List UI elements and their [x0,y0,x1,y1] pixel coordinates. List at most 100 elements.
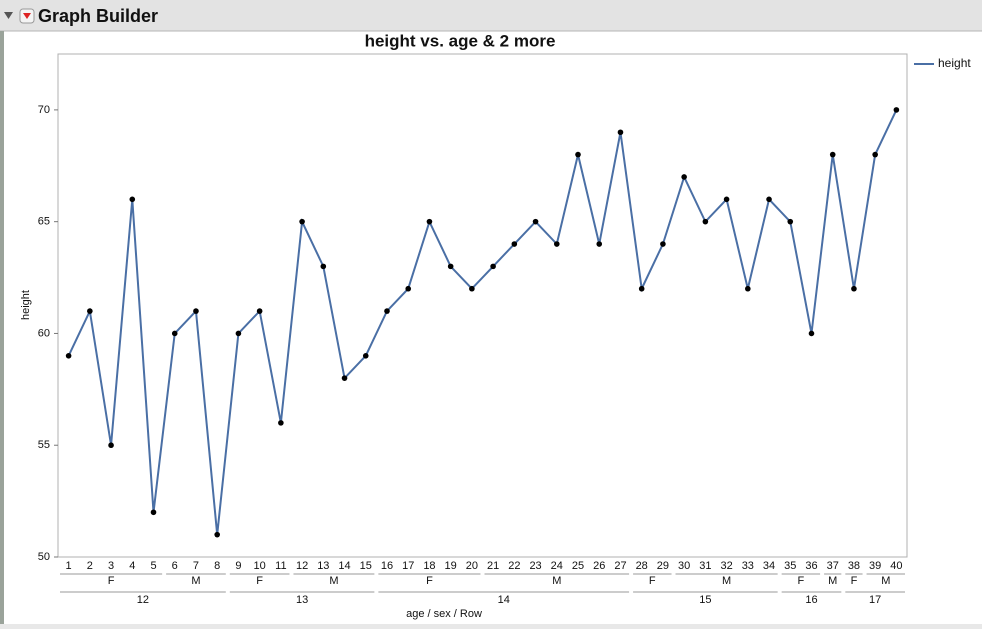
point [893,107,900,113]
line [67,109,898,535]
x-tick-label: 24 [551,560,563,572]
point [787,218,794,225]
left-edge [0,31,4,624]
y-tick-label: 70 [38,104,50,116]
point [426,218,433,225]
point [575,151,581,158]
age-label: 12 [137,594,149,606]
sex-label: F [108,575,115,587]
red-triangle [23,13,31,19]
sex-label: F [851,575,858,587]
x-tick-label: 25 [572,560,584,572]
age-label: 14 [498,594,510,606]
sex-label: M [552,575,561,587]
y-tick-label: 50 [38,551,50,563]
sex-label: M [722,575,731,587]
x-tick-label: 35 [784,560,796,572]
point [65,353,72,359]
x-tick-label: 31 [699,560,711,572]
legend-label: height [938,56,971,70]
x-tick-label: 40 [890,560,902,572]
x-tick-label: 23 [529,560,541,572]
x-tick-label: 26 [593,560,605,572]
x-axis-label: age / sex / Row [406,608,482,620]
x-tick-label: 12 [296,560,308,572]
point [723,196,730,203]
x-tick-label: 1 [66,560,72,572]
age-label: 16 [805,594,817,606]
point [490,263,496,270]
x-tick-label: 6 [172,560,178,572]
x-tick-label: 15 [360,560,372,572]
point [596,241,603,247]
x-tick-label: 30 [678,560,690,572]
sex-label: F [426,575,433,587]
sex-label: F [649,575,656,587]
point [278,420,284,426]
x-tick-label: 37 [827,560,839,572]
sex-label: M [191,575,200,587]
point [235,330,242,337]
point [129,196,136,203]
y-tick-label: 60 [38,327,50,339]
x-tick-label: 21 [487,560,499,572]
point [214,531,220,538]
y-axis-label: height [20,290,32,320]
point [447,263,454,270]
point [341,375,348,381]
x-tick-label: 20 [466,560,478,572]
point [532,218,539,225]
x-tick-label: 13 [317,560,329,572]
age-label: 13 [296,594,308,606]
sex-label: M [881,575,890,587]
x-tick-label: 33 [742,560,754,572]
y-tick-label: 65 [38,216,50,228]
x-tick-label: 3 [108,560,114,572]
point [851,285,857,292]
x-tick-label: 19 [445,560,457,572]
point [384,308,390,314]
point [681,174,687,180]
point [150,509,157,516]
point [469,285,475,292]
point [702,218,709,225]
point [617,129,624,136]
x-tick-label: 16 [381,560,393,572]
x-tick-label: 18 [423,560,435,572]
x-tick-label: 17 [402,560,414,572]
disclosure-triangle[interactable] [4,12,13,19]
sex-label: M [329,575,338,587]
x-tick-label: 22 [508,560,520,572]
sex-label: F [798,575,805,587]
x-tick-label: 11 [275,560,286,572]
title-bar [0,0,982,31]
point [320,263,327,270]
sex-label: F [256,575,263,587]
age-label: 15 [699,594,711,606]
x-tick-label: 27 [614,560,626,572]
sex-label: M [828,575,837,587]
point [553,241,560,247]
x-tick-label: 34 [763,560,775,572]
point [193,308,199,314]
x-tick-label: 39 [869,560,881,572]
x-tick-label: 10 [254,560,266,572]
x-tick-label: 32 [720,560,732,572]
plot-frame [57,53,908,558]
x-tick-label: 36 [805,560,817,572]
x-tick-label: 5 [150,560,156,572]
x-tick-label: 4 [129,560,135,572]
x-tick-label: 9 [235,560,241,572]
point [660,241,666,247]
x-tick-label: 14 [338,560,350,572]
x-tick-label: 8 [214,560,220,572]
x-tick-label: 38 [848,560,860,572]
x-tick-label: 7 [193,560,199,572]
point [745,285,751,292]
chart-title: height vs. age & 2 more [365,31,556,50]
point [808,330,815,337]
point [87,308,93,314]
point [872,151,878,158]
x-tick-label: 28 [636,560,648,572]
